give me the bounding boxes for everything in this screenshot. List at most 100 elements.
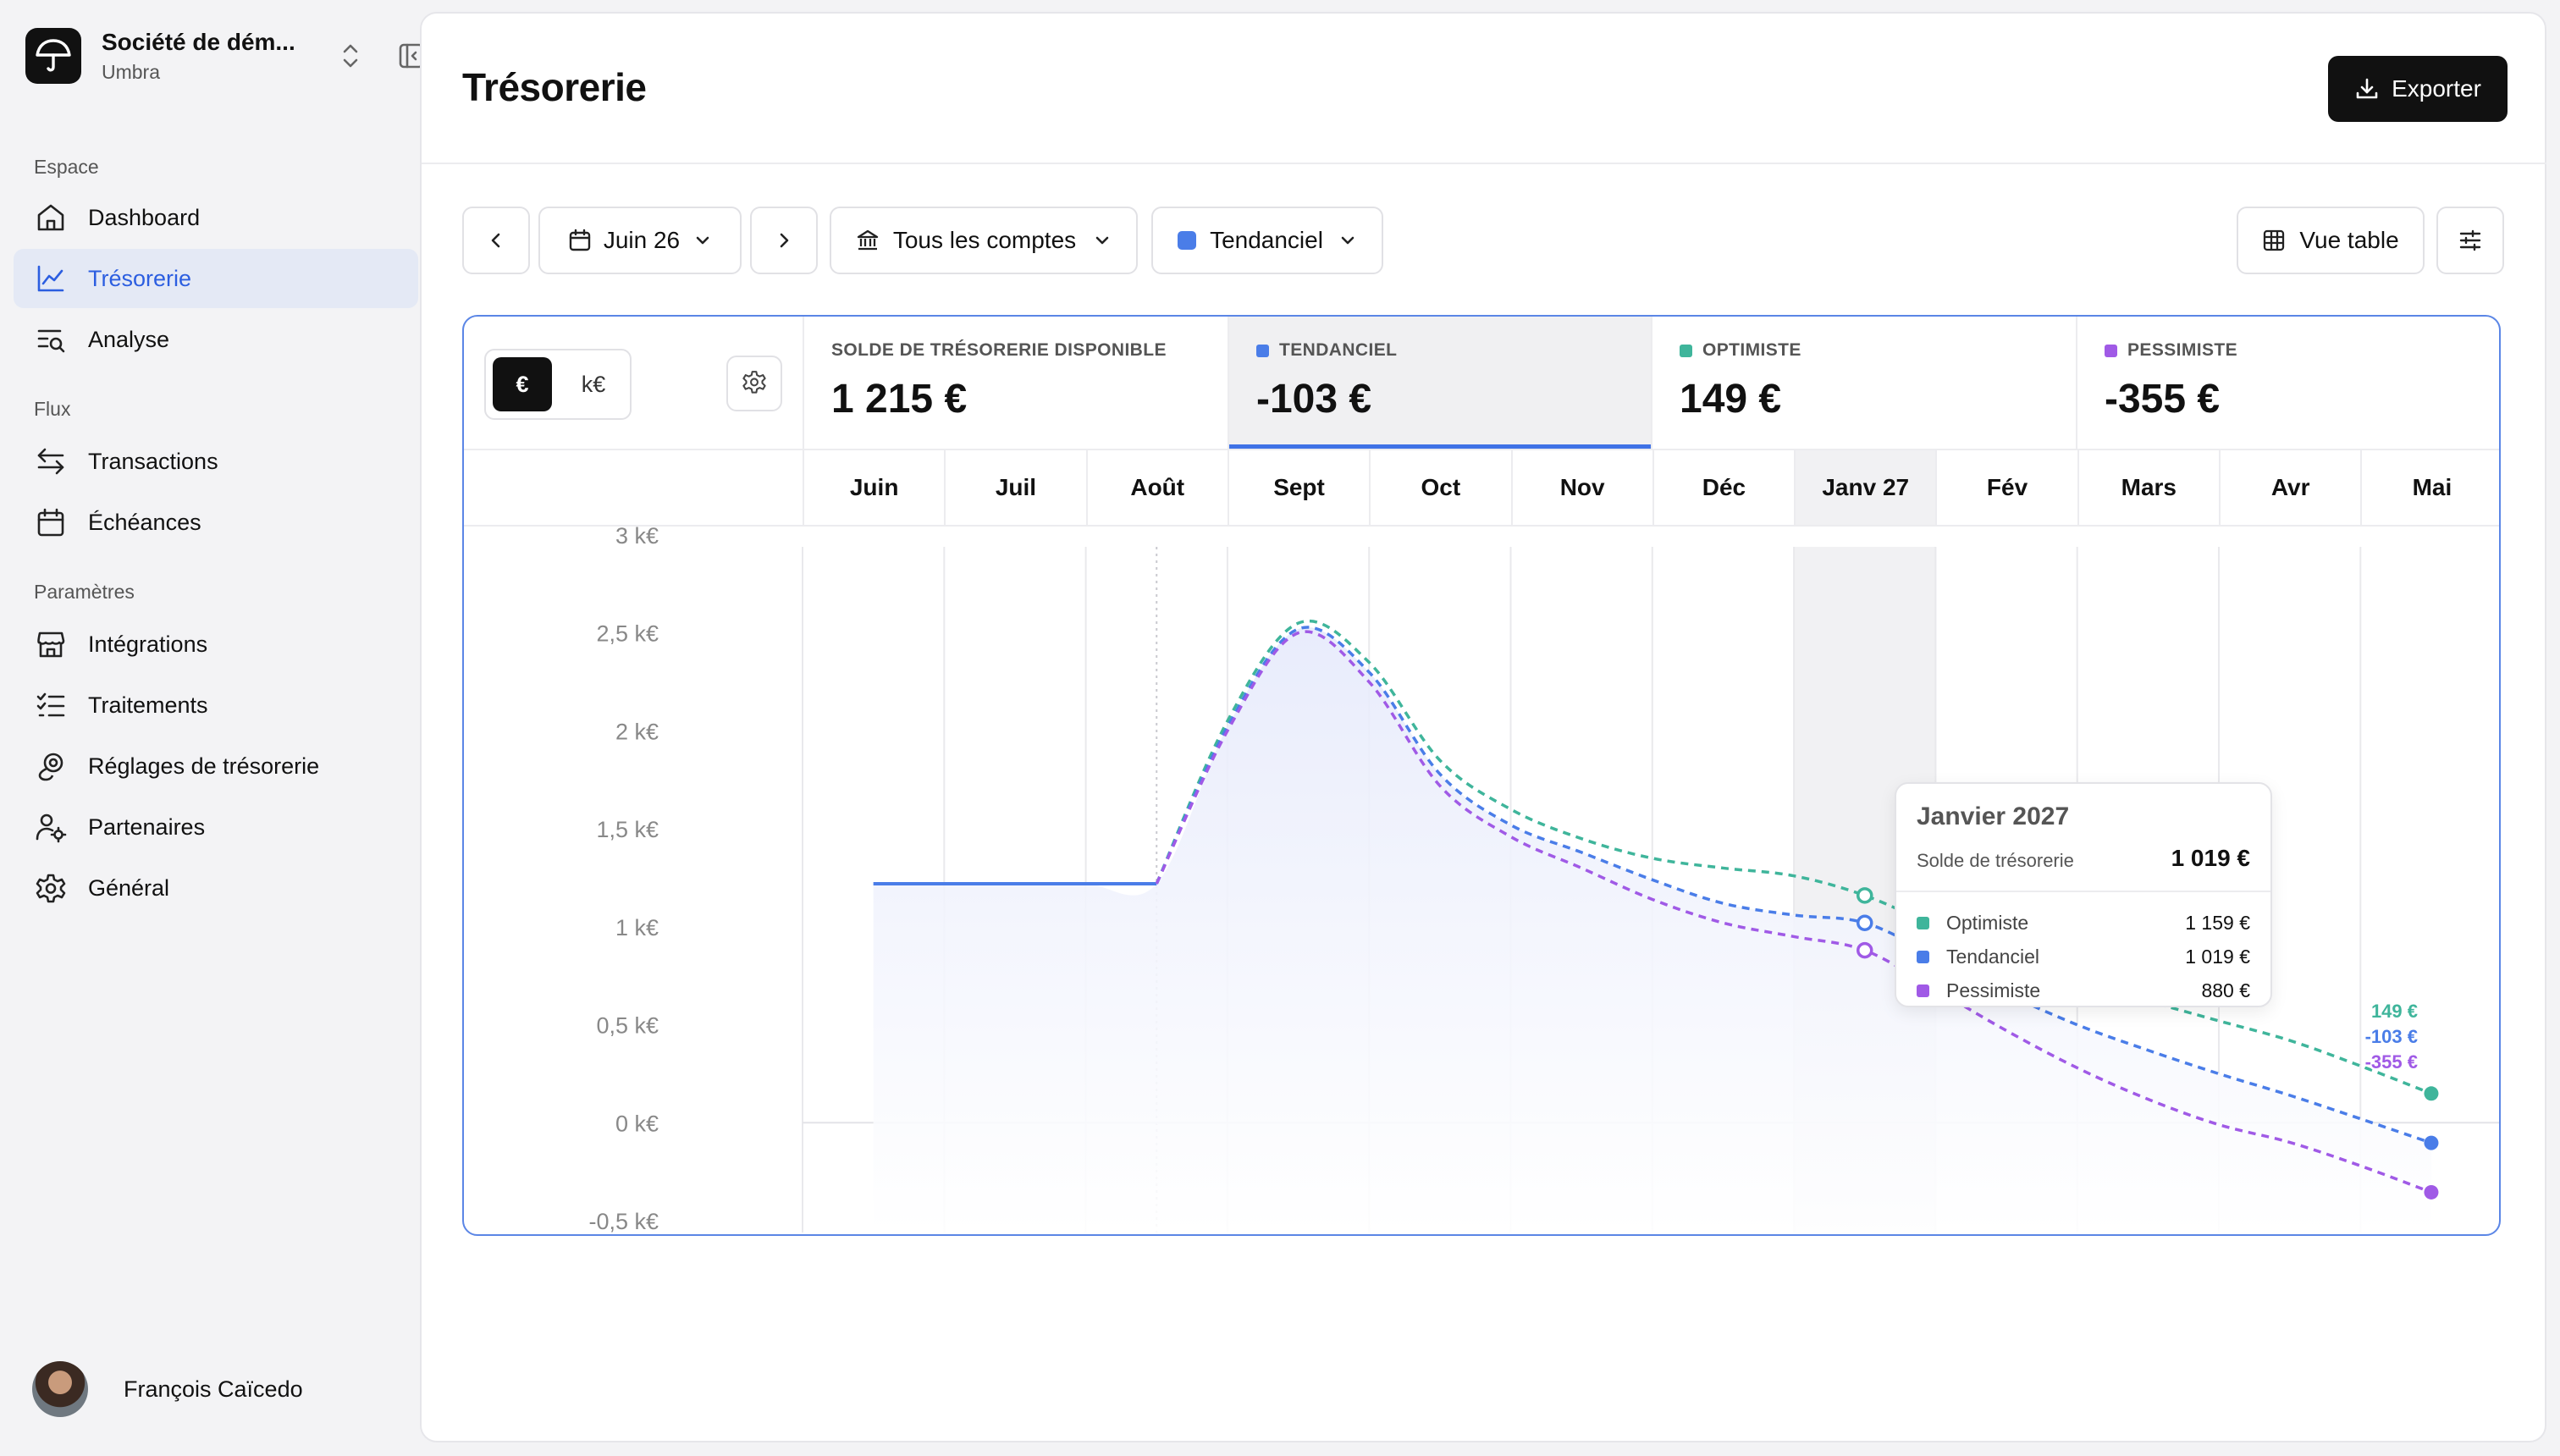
- month-label: Janv 27: [1794, 450, 1936, 525]
- nav-item-integrations[interactable]: Intégrations: [14, 615, 418, 674]
- page-header: Trésorerie Exporter: [422, 14, 2546, 164]
- tooltip-row-name: Tendanciel: [1946, 945, 2039, 968]
- user-profile[interactable]: François Caïcedo: [32, 1361, 303, 1417]
- nav-section-parametres: Paramètres: [34, 581, 135, 603]
- chevron-down-icon: [693, 231, 712, 250]
- kpi-value: -103 €: [1256, 377, 1372, 422]
- chart-settings-button[interactable]: [2436, 207, 2504, 274]
- pessimiste-hover-point: [1857, 941, 1873, 959]
- previous-period-button[interactable]: [462, 207, 530, 274]
- workspace-subtitle: Umbra: [102, 60, 161, 83]
- month-label: Oct: [1369, 450, 1510, 525]
- tooltip-subtitle: Solde de trésorerie: [1917, 850, 2074, 871]
- chart-gear-button[interactable]: [726, 356, 782, 411]
- optimiste-end-point: [2424, 1086, 2439, 1101]
- month-label: Avr: [2219, 450, 2360, 525]
- tendanciel-end-label: -103 €: [2365, 1026, 2418, 1047]
- nav-item-analyse[interactable]: Analyse: [14, 310, 418, 369]
- kpi-label: OPTIMISTE: [1702, 340, 1801, 360]
- export-label: Exporter: [2392, 75, 2481, 102]
- y-tick-label: 2 k€: [615, 719, 659, 744]
- nav-item-echeances[interactable]: Échéances: [14, 493, 418, 552]
- month-label: Nov: [1510, 450, 1652, 525]
- period-select[interactable]: Juin 26: [538, 207, 742, 274]
- sliders-icon: [2458, 228, 2483, 253]
- user-name: François Caïcedo: [124, 1376, 303, 1402]
- kpi-label: TENDANCIEL: [1279, 340, 1398, 360]
- chevron-right-icon: [774, 230, 794, 251]
- table-view-label: Vue table: [2299, 227, 2399, 253]
- kpi-optimiste[interactable]: OPTIMISTE 149 €: [1651, 317, 2076, 449]
- pessimiste-end-point: [2424, 1184, 2439, 1200]
- nav-label: Analyse: [88, 326, 170, 352]
- unit-keuro-button[interactable]: k€: [581, 371, 606, 397]
- kpi-label: SOLDE DE TRÉSORERIE DISPONIBLE: [831, 340, 1167, 360]
- nav-label: Réglages de trésorerie: [88, 753, 320, 779]
- optimiste-end-label: 149 €: [2371, 1001, 2418, 1022]
- page-title: Trésorerie: [462, 65, 647, 109]
- kpi-label: PESSIMISTE: [2127, 340, 2238, 360]
- calendar-icon: [34, 505, 68, 539]
- accounts-select[interactable]: Tous les comptes: [830, 207, 1138, 274]
- kpi-tendanciel[interactable]: TENDANCIEL -103 €: [1228, 317, 1651, 449]
- month-label: Août: [1085, 450, 1228, 525]
- legend-swatch: [1917, 950, 1929, 963]
- optimiste-hover-point: [1857, 887, 1873, 904]
- kpi-pessimiste[interactable]: PESSIMISTE -355 €: [2076, 317, 2499, 449]
- next-period-button[interactable]: [750, 207, 818, 274]
- line-chart-icon: [34, 262, 68, 295]
- month-label: Fév: [1935, 450, 2077, 525]
- bank-icon: [856, 229, 880, 252]
- month-label: Juil: [944, 450, 1085, 525]
- nav-item-partenaires[interactable]: Partenaires: [14, 797, 418, 857]
- nav-section-flux: Flux: [34, 398, 71, 420]
- nav-item-tresorerie[interactable]: Trésorerie: [14, 249, 418, 308]
- nav-item-traitements[interactable]: Traitements: [14, 676, 418, 735]
- tendanciel-hover-point: [1857, 914, 1873, 931]
- y-tick-label: 1 k€: [615, 915, 659, 940]
- workspace-switcher[interactable]: Société de dém... Umbra: [25, 25, 424, 86]
- nav-label: Traitements: [88, 692, 208, 718]
- optimiste-color-dot: [1680, 344, 1692, 357]
- main-panel: Trésorerie Exporter Juin 26 Tous les com…: [420, 12, 2546, 1442]
- pessimiste-series-line: [1155, 630, 2432, 1194]
- tooltip-row-tendanciel: Tendanciel 1 019 €: [1917, 940, 2250, 973]
- scenario-select[interactable]: Tendanciel: [1151, 207, 1383, 274]
- pessimiste-end-label: -355 €: [2365, 1051, 2418, 1073]
- workspace-name: Société de dém...: [102, 28, 295, 55]
- nav-label: Partenaires: [88, 813, 206, 840]
- accounts-label: Tous les comptes: [892, 227, 1077, 253]
- nav-label: Transactions: [88, 448, 218, 474]
- gear-icon: [34, 871, 68, 905]
- nav-label: Intégrations: [88, 631, 208, 657]
- analyse-list-icon: [34, 323, 68, 356]
- nav-item-transactions[interactable]: Transactions: [14, 432, 418, 491]
- tooltip-row-optimiste: Optimiste 1 159 €: [1917, 906, 2250, 940]
- tooltip-row-value: 1 019 €: [2185, 945, 2250, 968]
- tooltip-row-value: 1 159 €: [2185, 911, 2250, 934]
- nav-item-general[interactable]: Général: [14, 858, 418, 918]
- nav-label: Général: [88, 874, 170, 901]
- y-tick-label: 2,5 k€: [596, 621, 659, 647]
- nav-label: Dashboard: [88, 204, 201, 230]
- month-label: Mars: [2077, 450, 2219, 525]
- user-gear-icon: [34, 810, 68, 844]
- arrows-exchange-icon: [34, 444, 68, 478]
- chevron-down-icon: [1338, 231, 1357, 250]
- tooltip-row-value: 880 €: [2201, 979, 2250, 1001]
- tooltip-row-pessimiste: Pessimiste 880 €: [1917, 973, 2250, 1007]
- divider: [1896, 891, 2270, 892]
- treasury-chart-card: € k€ SOLDE DE TRÉSORERIE DISPONIBLE 1 21…: [462, 315, 2501, 1236]
- legend-swatch: [1917, 916, 1929, 929]
- export-button[interactable]: Exporter: [2328, 56, 2508, 122]
- nav-item-reglages-tresorerie[interactable]: Réglages de trésorerie: [14, 736, 418, 796]
- chevron-up-down-icon[interactable]: [337, 41, 364, 71]
- scenario-color-swatch: [1178, 231, 1197, 250]
- table-view-button[interactable]: Vue table: [2237, 207, 2425, 274]
- month-label: Mai: [2360, 450, 2499, 525]
- nav-label: Échéances: [88, 509, 201, 535]
- period-label: Juin 26: [603, 227, 681, 253]
- kpi-solde-disponible[interactable]: SOLDE DE TRÉSORERIE DISPONIBLE 1 215 €: [803, 317, 1228, 449]
- nav-item-dashboard[interactable]: Dashboard: [14, 188, 418, 247]
- unit-euro-button[interactable]: €: [493, 357, 552, 411]
